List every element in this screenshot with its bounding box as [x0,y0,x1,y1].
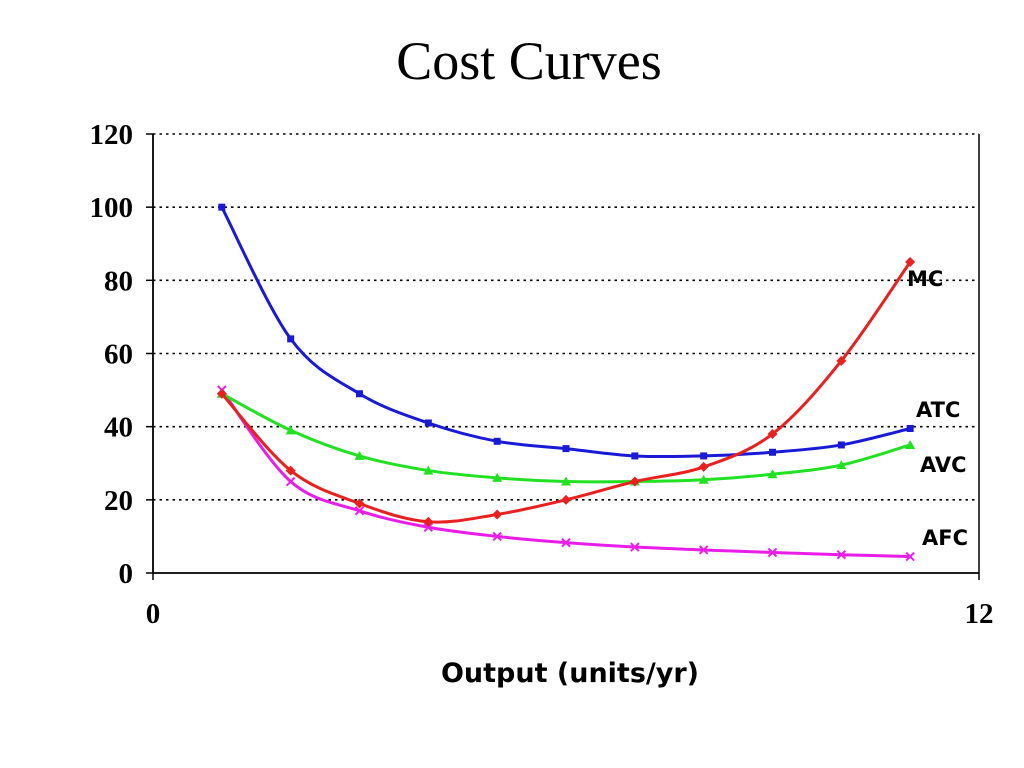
series-line-avc [221,392,911,484]
avc-point-8 [698,474,709,484]
mc-point-3 [354,498,365,509]
x-tick-label-0: 0 [146,598,161,630]
y-tick-label-80: 80 [104,265,133,297]
series-line-atc [220,206,911,459]
series-label-atc: ATC [916,398,960,422]
atc-point-9 [769,448,776,456]
chart-title: Cost Curves [396,31,662,91]
afc-point-11 [905,551,915,562]
avc-point-10 [836,460,847,470]
series-label-mc: MC [907,267,943,291]
mc-point-10 [836,355,847,366]
series-line-afc [220,389,911,559]
x-tick-label-12: 12 [965,598,994,630]
atc-point-6 [562,445,570,453]
afc-point-5 [492,531,502,542]
atc-point-11 [906,424,914,432]
y-tick-label-60: 60 [104,339,133,371]
atc-point-4 [424,419,432,427]
y-tick-label-100: 100 [90,192,134,224]
y-tick-label-20: 20 [104,485,133,517]
atc-point-10 [837,441,845,449]
avc-point-4 [423,465,434,475]
y-tick-label-120: 120 [90,119,134,151]
atc-point-3 [356,390,363,398]
avc-point-6 [561,476,571,486]
atc-point-2 [287,335,295,343]
afc-point-2 [285,476,296,487]
afc-point-4 [423,522,434,532]
x-axis-label: Output (units/yr) [441,658,699,689]
series-group [216,203,916,562]
avc-point-11 [905,439,916,449]
afc-point-7 [630,542,640,552]
afc-point-8 [698,545,709,555]
mc-point-1 [216,388,227,399]
atc-point-8 [700,452,708,460]
atc-point-1 [218,203,226,211]
mc-point-9 [767,428,778,439]
mc-point-6 [561,494,571,505]
y-tick-label-40: 40 [104,412,133,444]
atc-point-5 [493,437,501,445]
y-tick-label-0: 0 [119,558,134,590]
afc-point-6 [561,537,571,548]
avc-point-3 [354,450,365,460]
mc-point-2 [285,465,296,476]
mc-point-7 [629,476,640,487]
atc-point-7 [631,452,639,460]
avc-point-9 [767,469,778,479]
mc-point-5 [492,509,503,520]
series-label-afc: AFC [922,526,968,550]
mc-point-11 [905,257,916,268]
mc-point-4 [423,516,434,527]
axes: 0 20 40 60 80 100 120 0 12 [90,119,994,630]
avc-point-5 [492,472,503,482]
series-label-avc: AVC [920,453,967,477]
afc-point-9 [767,547,778,558]
labels-group: Output (units/yr) AFC AVC ATC MC [441,267,968,689]
afc-point-3 [354,506,365,516]
afc-point-10 [836,550,847,560]
avc-point-2 [285,425,296,435]
mc-point-8 [698,461,709,472]
